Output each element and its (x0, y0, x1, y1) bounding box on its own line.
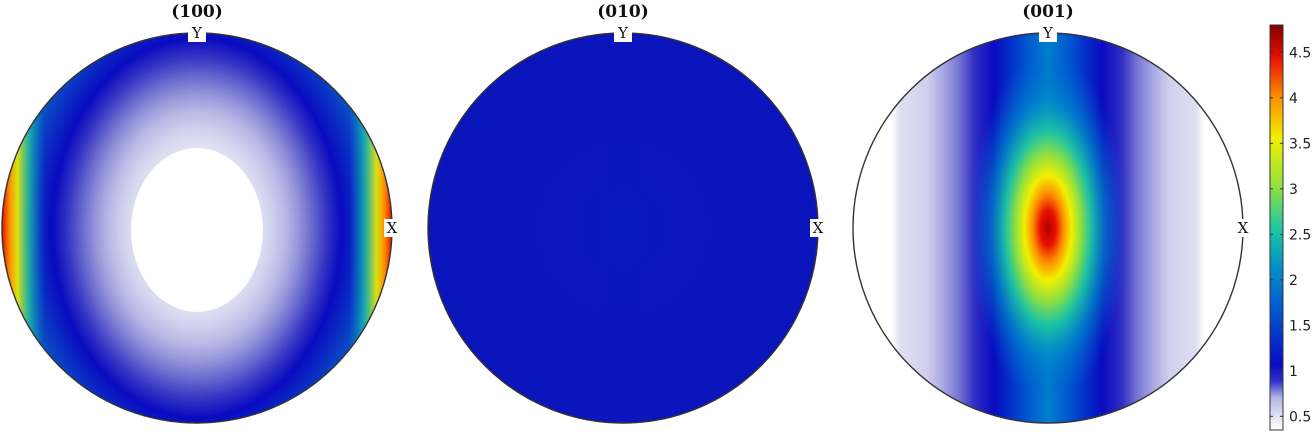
y-axis-label-100: Y (191, 24, 203, 42)
colorbar-tick-label: 2 (1289, 273, 1298, 289)
colorbar-gradient (1269, 24, 1284, 431)
colorbar-tick-label: 0.5 (1289, 409, 1311, 425)
colorbar: 0.5 1 1.5 2 2.5 3 3.5 4 4.5 (1269, 24, 1311, 431)
pole-figure-001: (001) Y X (852, 2, 1251, 424)
panel-title-010: (010) (597, 2, 649, 22)
pole-figure-010: (010) Y X (427, 2, 826, 424)
x-axis-label-001: X (1238, 219, 1249, 237)
x-axis-label-100: X (387, 219, 398, 237)
density-peak-001 (970, 53, 1126, 403)
colorbar-tick-label: 4 (1289, 91, 1298, 107)
colorbar-tick-label: 3.5 (1289, 136, 1311, 152)
colorbar-tick-label: 1 (1289, 364, 1298, 380)
y-axis-label-010: Y (617, 24, 629, 42)
panel-title-100: (100) (171, 2, 223, 22)
y-axis-label-001: Y (1042, 24, 1054, 42)
colorbar-tick-label: 4.5 (1289, 45, 1311, 61)
colorbar-ticks: 0.5 1 1.5 2 2.5 3 3.5 4 4.5 (1270, 45, 1311, 425)
x-axis-label-010: X (813, 219, 824, 237)
panel-title-001: (001) (1022, 2, 1074, 22)
colorbar-tick-label: 2.5 (1289, 227, 1311, 243)
pole-figure-100: (100) Y X (1, 2, 400, 424)
density-core-100 (131, 148, 263, 312)
colorbar-tick-label: 3 (1289, 182, 1298, 198)
colorbar-tick-label: 1.5 (1289, 318, 1311, 334)
